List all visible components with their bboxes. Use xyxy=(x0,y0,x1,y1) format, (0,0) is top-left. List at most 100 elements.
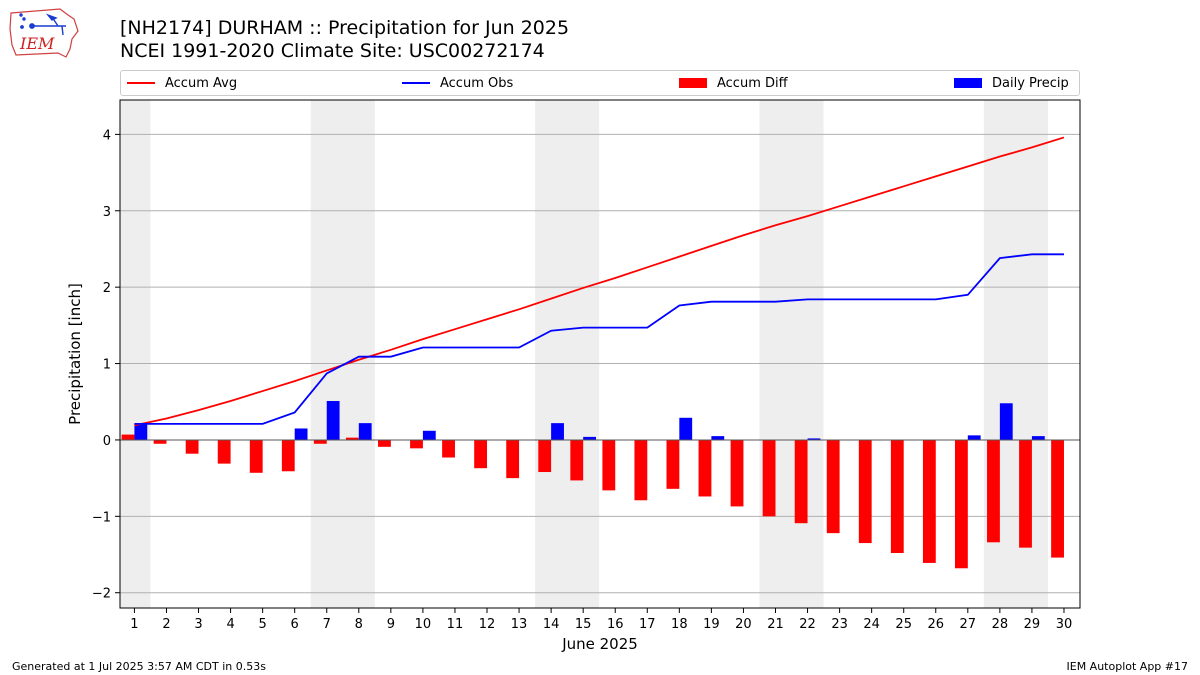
y-tick-label: 1 xyxy=(103,358,111,373)
accum-obs-line xyxy=(134,253,1064,425)
accum-diff-bar xyxy=(121,434,135,440)
accum-diff-bar xyxy=(954,439,968,569)
accum-diff-bar xyxy=(922,439,936,563)
generated-timestamp: Generated at 1 Jul 2025 3:57 AM CDT in 0… xyxy=(12,660,266,673)
accum-diff-bar xyxy=(794,439,808,524)
x-tick-label: 27 xyxy=(960,617,977,632)
x-tick-label: 4 xyxy=(226,617,234,632)
accum-diff-bar xyxy=(570,439,584,481)
accum-diff-bar xyxy=(762,439,776,517)
iem-logo: IEM xyxy=(9,8,79,58)
grid-lines xyxy=(120,133,1080,594)
x-tick-label: 3 xyxy=(194,617,202,632)
accum-diff-bar xyxy=(987,439,1000,543)
legend-item-accum-obs: Accum Obs xyxy=(402,71,513,95)
x-tick-label: 10 xyxy=(415,617,432,632)
legend-swatch-accum-diff xyxy=(679,78,707,88)
x-tick-label: 1 xyxy=(130,617,138,632)
x-tick-label: 6 xyxy=(291,617,299,632)
accum-diff-bar xyxy=(185,439,199,454)
x-axis-ticks: 1 2 3 4 5 6 7 8 9 10 11 12 13 14 15 16 17 18 19 20 21 22 23 24 2… xyxy=(130,608,1072,632)
chart-title: [NH2174] DURHAM :: Precipitation for Jun… xyxy=(120,17,570,39)
weekend-shade-band xyxy=(535,100,600,608)
x-tick-label: 9 xyxy=(387,617,395,632)
accum-diff-bar xyxy=(1019,439,1032,548)
plot-frame xyxy=(119,99,1081,609)
y-axis-label: Precipitation [inch] xyxy=(66,283,84,425)
x-tick-label: 25 xyxy=(895,617,912,632)
x-tick-label: 5 xyxy=(258,617,266,632)
weekend-shading xyxy=(120,100,1048,608)
legend-item-accum-diff: Accum Diff xyxy=(679,71,788,95)
weekend-shade-band xyxy=(120,100,151,608)
x-tick-label: 15 xyxy=(575,617,592,632)
daily-precip-bar xyxy=(422,430,436,440)
y-tick-label: 4 xyxy=(103,128,111,143)
legend-swatch-accum-obs xyxy=(402,82,430,84)
legend-label-accum-diff: Accum Diff xyxy=(717,75,788,91)
daily-precip-bar xyxy=(967,435,981,440)
accum-diff-bar xyxy=(281,439,295,472)
x-tick-label: 18 xyxy=(671,617,688,632)
accum-diff-bar xyxy=(153,439,167,444)
x-tick-label: 22 xyxy=(799,617,816,632)
accum-diff-bar xyxy=(730,439,744,507)
accum-diff-bar xyxy=(474,439,488,469)
accum-diff-bar xyxy=(666,439,680,489)
chart-legend: Accum Avg Accum Obs Accum Diff Daily Pre… xyxy=(120,70,1080,96)
y-tick-label: 2 xyxy=(103,281,111,296)
chart-subtitle: NCEI 1991-2020 Climate Site: USC00272174 xyxy=(120,40,545,62)
x-tick-label: 13 xyxy=(511,617,528,632)
daily-precip-bar xyxy=(1031,436,1045,440)
accum-diff-bar xyxy=(506,439,520,479)
accum-diff-bar xyxy=(826,439,840,534)
bars xyxy=(121,400,1064,569)
daily-precip-bar xyxy=(294,428,308,440)
y-tick-label: −2 xyxy=(92,587,111,602)
accum-diff-bar xyxy=(249,439,263,473)
accum-diff-bar xyxy=(890,439,904,553)
y-axis-ticks: −2 −1 0 1 2 3 4 xyxy=(92,128,120,602)
daily-precip-bar xyxy=(679,417,693,440)
x-tick-label: 30 xyxy=(1056,617,1073,632)
legend-label-accum-avg: Accum Avg xyxy=(165,75,238,91)
accum-diff-bar xyxy=(313,439,327,444)
accum-diff-bar xyxy=(602,439,616,491)
accum-diff-bar xyxy=(1051,439,1064,558)
x-tick-label: 20 xyxy=(735,617,752,632)
x-tick-label: 11 xyxy=(447,617,464,632)
daily-precip-bar xyxy=(358,423,372,440)
legend-label-accum-obs: Accum Obs xyxy=(440,75,514,91)
y-tick-label: 0 xyxy=(103,434,111,449)
accum-diff-bar xyxy=(538,439,552,473)
x-tick-label: 24 xyxy=(863,617,880,632)
legend-swatch-accum-avg xyxy=(127,82,155,84)
logo-text: IEM xyxy=(19,34,55,53)
daily-precip-bar xyxy=(807,438,821,440)
accum-diff-bar xyxy=(698,439,712,497)
accum-avg-line xyxy=(134,136,1065,427)
x-tick-label: 26 xyxy=(927,617,944,632)
x-tick-label: 8 xyxy=(355,617,363,632)
weather-station-icon xyxy=(19,13,66,36)
accum-diff-bar xyxy=(858,439,872,544)
x-tick-label: 14 xyxy=(543,617,560,632)
daily-precip-bar xyxy=(711,436,725,440)
legend-swatch-daily-precip xyxy=(954,78,982,88)
x-axis-label: June 2025 xyxy=(561,635,638,653)
x-tick-label: 28 xyxy=(992,617,1009,632)
x-tick-label: 23 xyxy=(831,617,848,632)
daily-precip-bar xyxy=(999,403,1013,440)
app-credit: IEM Autoplot App #17 xyxy=(1066,660,1189,673)
accum-diff-bar xyxy=(634,439,648,501)
accum-diff-bar xyxy=(442,439,455,458)
accum-diff-bar xyxy=(217,439,231,464)
daily-precip-bar xyxy=(583,436,596,440)
daily-precip-bar xyxy=(326,400,340,440)
x-tick-label: 19 xyxy=(703,617,720,632)
y-tick-label: −1 xyxy=(92,510,111,525)
legend-item-daily-precip: Daily Precip xyxy=(954,71,1069,95)
x-tick-label: 17 xyxy=(639,617,656,632)
accum-diff-bar xyxy=(410,439,423,449)
